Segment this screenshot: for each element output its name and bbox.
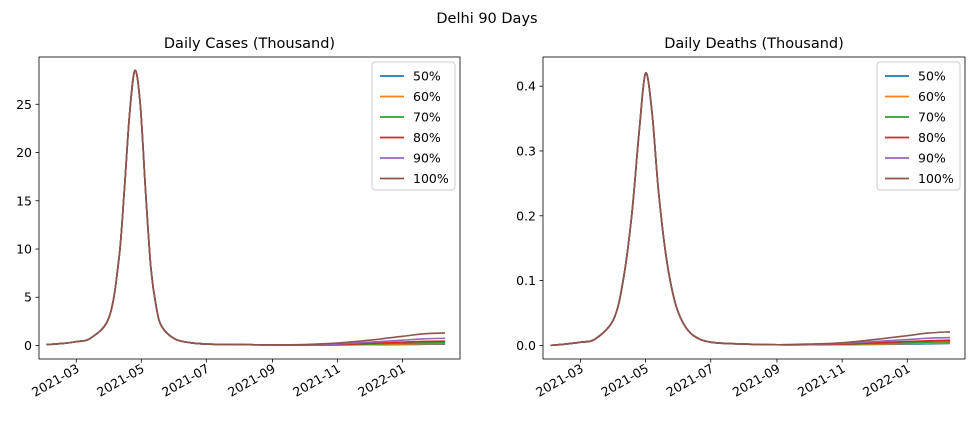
series-line-daily-deaths-100pct <box>550 72 951 347</box>
legend-label: 60% <box>413 89 441 104</box>
y-tick-label: 20 <box>16 145 32 160</box>
y-tick-label: 15 <box>16 193 32 208</box>
legend-label: 90% <box>413 151 441 166</box>
y-tick-label: 5 <box>24 290 32 305</box>
y-tick-label: 0.2 <box>516 208 536 223</box>
legend-label: 100% <box>918 171 954 186</box>
series-line-daily-cases-100pct <box>46 69 446 346</box>
y-tick-label: 0.4 <box>516 79 536 94</box>
axes-frame-daily-deaths <box>542 56 966 360</box>
legend-daily-cases: 50% 60% 70% 80% 90% 100% <box>371 61 456 191</box>
legend-label: 70% <box>918 110 946 125</box>
y-tick-label: 0.0 <box>516 338 536 353</box>
legend-daily-deaths: 50% 60% 70% 80% 90% 100% <box>876 61 961 191</box>
y-tick-label: 0.3 <box>516 143 536 158</box>
axes-frame-daily-cases <box>38 56 461 360</box>
y-tick-label: 0.1 <box>516 273 536 288</box>
legend-label: 80% <box>918 130 946 145</box>
legend-label: 100% <box>413 171 449 186</box>
chart-title-daily-cases: Daily Cases (Thousand) <box>164 36 335 52</box>
y-tick-label: 25 <box>16 97 32 112</box>
legend-label: 50% <box>918 69 946 84</box>
legend-label: 50% <box>413 69 441 84</box>
legend-label: 60% <box>918 89 946 104</box>
legend-label: 70% <box>413 110 441 125</box>
chart-daily-deaths: Daily Deaths (Thousand)0.00.10.20.30.420… <box>516 36 966 400</box>
legend-label: 80% <box>413 130 441 145</box>
y-tick-label: 0 <box>24 338 32 353</box>
y-tick-label: 10 <box>16 242 32 257</box>
legend-label: 90% <box>918 151 946 166</box>
figure-suptitle: Delhi 90 Days <box>436 11 537 27</box>
chart-title-daily-deaths: Daily Deaths (Thousand) <box>664 36 844 52</box>
